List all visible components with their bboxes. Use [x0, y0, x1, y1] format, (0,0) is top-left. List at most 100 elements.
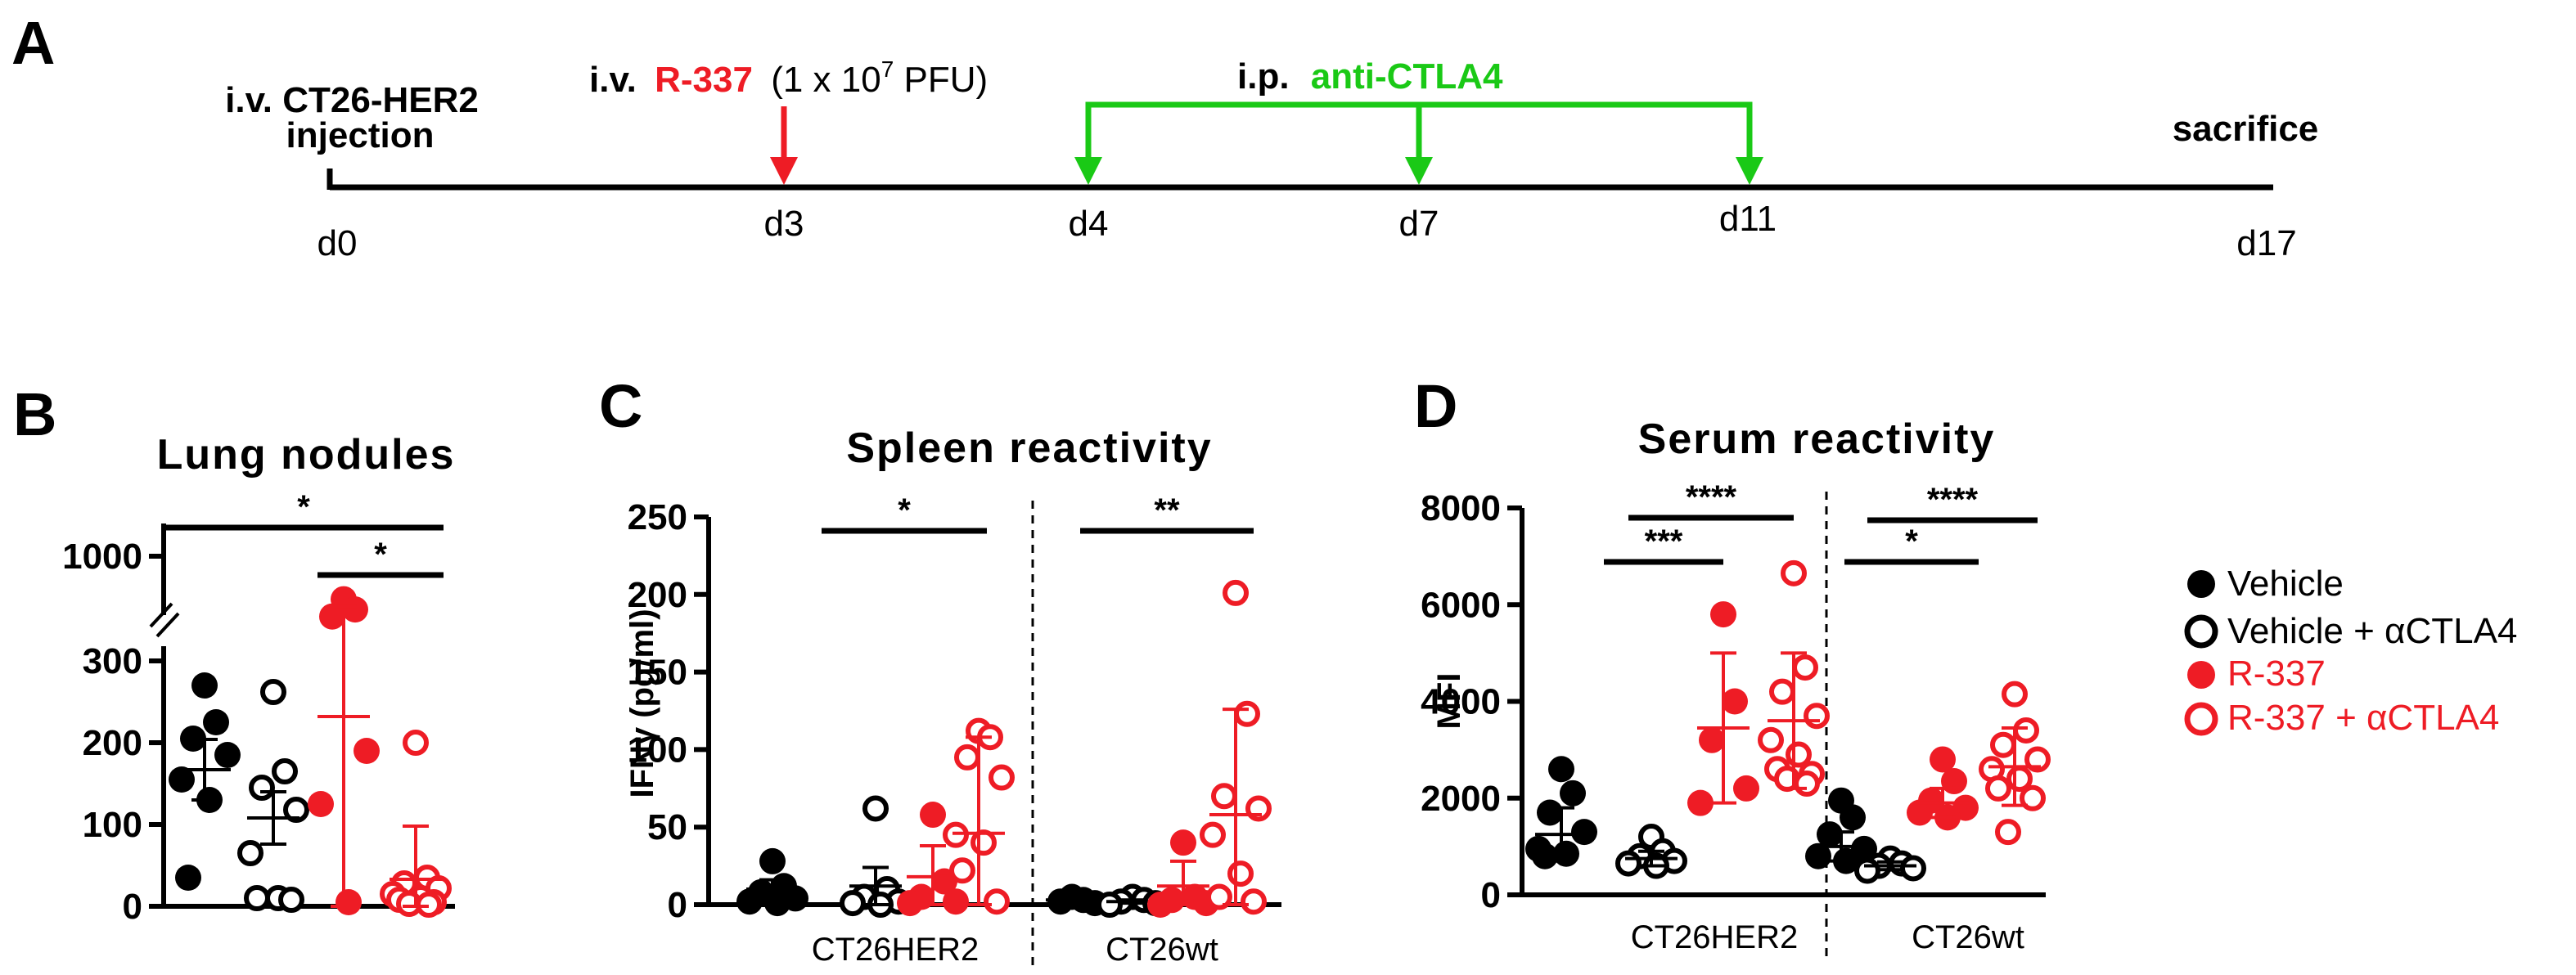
y-tick-label: 6000 [1421, 585, 1501, 625]
y-tick-label: 0 [668, 885, 687, 925]
data-point-vehicle-ctla4 [1854, 857, 1880, 884]
x-category-label: CT26wt [1106, 932, 1218, 968]
data-point-r337-ctla4 [1794, 771, 1820, 798]
panel-d-letter: D [1414, 372, 1457, 440]
r337-arrowhead [770, 157, 798, 185]
axis-break-mark [155, 612, 180, 638]
data-point-r337 [920, 802, 946, 829]
legend-marker-vehicle-ctla4 [2184, 614, 2218, 649]
r337-dose-post: PFU) [894, 60, 988, 100]
data-point-r337-ctla4 [1781, 559, 1807, 586]
data-point-r337-ctla4 [949, 857, 975, 884]
day-label: d11 [1719, 199, 1777, 239]
data-point-r337 [342, 596, 368, 623]
panel-b-title: Lung nodules [157, 431, 456, 479]
day-label: d3 [764, 204, 804, 244]
day-label: d4 [1069, 204, 1109, 244]
data-point-r337 [1687, 789, 1714, 816]
data-point-r337-ctla4 [2013, 717, 2039, 744]
data-point-r337-ctla4 [971, 829, 997, 856]
significance-label: ** [1154, 492, 1180, 528]
day-label: d7 [1399, 204, 1439, 244]
injection-label-line1: i.v. CT26-HER2 [225, 80, 479, 120]
legend-marker-r337-ctla4 [2184, 702, 2218, 736]
legend-label: R-337 + αCTLA4 [2227, 698, 2499, 738]
data-point-r337-ctla4 [1985, 775, 2011, 802]
y-tick-label: 0 [123, 887, 142, 927]
data-point-r337 [336, 889, 362, 915]
data-point-vehicle [1840, 804, 1866, 831]
panel-d-axes: 0 2000 4000 6000 8000 CT26HER2 CT26wt [1421, 488, 2046, 960]
data-point-vehicle-ctla4 [249, 775, 275, 801]
y-tick-label: 1000 [62, 537, 142, 577]
r337-dose-pre: (1 x 10 [771, 60, 881, 100]
y-tick-label: 100 [628, 730, 687, 770]
data-point-vehicle-ctla4 [272, 758, 298, 784]
data-point-r337-ctla4 [1792, 654, 1818, 681]
data-point-r337-ctla4 [2024, 746, 2051, 773]
y-tick-label: 150 [628, 653, 687, 693]
data-point-vehicle-ctla4 [260, 679, 286, 705]
panel-c: C Spleen reactivity IFNγ (pg/ml) 0 50 100 1… [599, 372, 1281, 970]
y-tick-label: 4000 [1421, 682, 1501, 722]
data-point-vehicle [759, 847, 786, 874]
legend-label: Vehicle + αCTLA4 [2227, 611, 2517, 651]
ctla4-route: i.p. [1237, 56, 1290, 97]
y-tick-label: 200 [628, 575, 687, 615]
y-tick-label: 200 [83, 723, 142, 763]
data-point-r337 [1722, 688, 1748, 715]
data-point-r337-ctla4 [1804, 703, 1830, 730]
day-label: d17 [2236, 223, 2296, 263]
ctla4-arrowhead-d11 [1736, 157, 1763, 185]
data-point-r337-ctla4 [954, 744, 980, 771]
data-point-r337-ctla4 [1995, 819, 2021, 846]
y-tick-label: 0 [1481, 875, 1501, 915]
panel-d-ylabel: MFI [1431, 673, 1467, 730]
x-category-label: CT26wt [1912, 919, 2024, 955]
y-tick-label: 300 [83, 641, 142, 681]
data-point-r337 [354, 738, 380, 764]
data-point-r337 [1733, 775, 1759, 802]
data-point-r337 [308, 791, 334, 817]
data-point-r337-ctla4 [989, 764, 1015, 791]
data-point-r337-ctla4 [1786, 741, 1812, 768]
data-point-r337 [319, 603, 345, 630]
data-point-r337 [943, 888, 969, 915]
data-point-vehicle-ctla4 [840, 890, 866, 917]
data-point-r337 [897, 890, 923, 917]
panel-d-title: Serum reactivity [1638, 416, 1996, 463]
r337-treatment-label: i.v. R-337 (1 x 107 PFU) [589, 56, 988, 100]
day-label: d0 [317, 223, 358, 263]
ctla4-arrowhead-d4 [1074, 157, 1102, 185]
data-point-r337-ctla4 [984, 888, 1010, 915]
r337-dose-exp: 7 [881, 56, 894, 82]
data-point-r337 [1710, 601, 1736, 628]
legend-marker-r337 [2187, 661, 2215, 689]
ctla4-treatment-label: i.p. anti-CTLA4 [1237, 56, 1503, 97]
panel-b-axes: 0 100 200 300 1000 [62, 523, 455, 927]
data-point-r337-ctla4 [2006, 766, 2033, 793]
panel-c-plot: * ** [736, 492, 1272, 918]
significance-label: * [297, 489, 310, 525]
data-point-r337-ctla4 [1758, 726, 1784, 753]
y-tick-label: 8000 [1421, 488, 1501, 528]
data-point-r337-ctla4 [1227, 860, 1254, 887]
legend-marker-vehicle [2187, 570, 2215, 598]
data-point-r337-ctla4 [1769, 678, 1795, 705]
data-point-vehicle [1805, 842, 1831, 869]
significance-label: * [1905, 523, 1918, 559]
significance-label: **** [1927, 482, 1979, 518]
data-point-r337-ctla4 [2002, 681, 2028, 708]
significance-label: * [374, 537, 387, 573]
data-point-vehicle-ctla4 [862, 795, 889, 822]
data-point-r337 [1930, 746, 1956, 773]
panel-d-plot: ************ [1525, 479, 2051, 884]
panel-a-letter: A [11, 9, 55, 77]
data-point-vehicle [169, 766, 195, 793]
data-point-vehicle [1571, 819, 1597, 846]
significance-label: * [898, 492, 911, 528]
data-point-r337-ctla4 [403, 730, 429, 756]
significance-label: *** [1645, 523, 1683, 559]
data-point-vehicle [1548, 756, 1574, 783]
